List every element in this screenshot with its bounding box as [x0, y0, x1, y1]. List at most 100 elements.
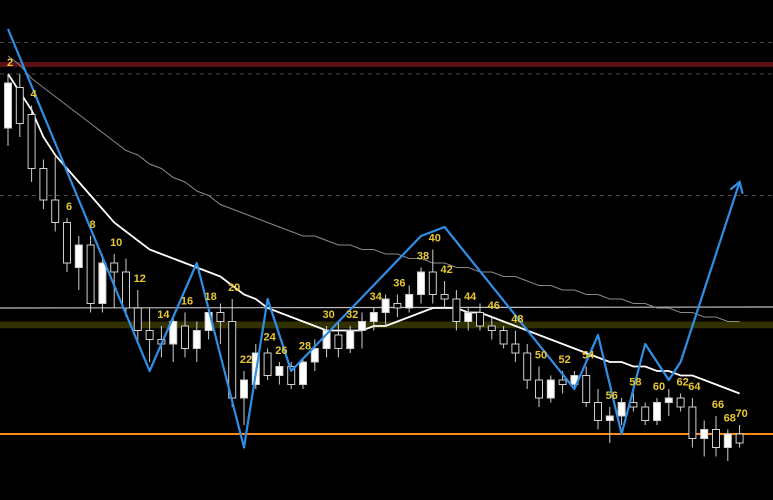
candles — [4, 74, 744, 461]
candle-body — [263, 352, 272, 376]
bar-label-36: 36 — [393, 278, 405, 290]
candle-51 — [594, 389, 602, 430]
candle-body — [322, 330, 331, 349]
candle-body — [169, 321, 178, 345]
candle-body — [617, 402, 626, 417]
candle-4 — [39, 159, 48, 209]
candle-body — [735, 433, 744, 444]
candle-body — [641, 406, 650, 421]
bar-label-48: 48 — [511, 314, 523, 326]
candle-16 — [181, 312, 189, 358]
candle-62 — [723, 429, 732, 461]
candle-body — [275, 366, 284, 376]
candle-38 — [440, 281, 449, 308]
bar-label-58: 58 — [629, 377, 641, 389]
candle-body — [228, 321, 237, 399]
candle-body — [358, 321, 366, 331]
candle-5 — [51, 155, 60, 232]
bar-label-22: 22 — [240, 354, 252, 366]
candle-58 — [676, 393, 685, 412]
candle-35 — [405, 285, 414, 313]
candle-body — [86, 244, 95, 304]
candle-body — [653, 402, 661, 421]
zigzag-line — [6, 28, 741, 449]
bar-label-38: 38 — [417, 251, 429, 263]
candle-1 — [4, 74, 12, 146]
moving-averages — [7, 55, 740, 395]
candle-body — [145, 330, 154, 340]
candle-28 — [322, 326, 331, 358]
candle-7 — [74, 236, 83, 290]
candle-body — [98, 262, 107, 304]
candle-body — [39, 168, 48, 201]
candle-body — [181, 325, 189, 349]
bar-label-4: 4 — [31, 89, 38, 101]
candle-body — [487, 325, 496, 331]
candle-body — [476, 312, 484, 327]
candle-26 — [299, 357, 307, 389]
candle-body — [535, 379, 543, 399]
candle-43 — [499, 326, 508, 349]
bar-label-2: 2 — [7, 57, 13, 69]
bar-label-54: 54 — [582, 350, 595, 362]
candle-body — [216, 312, 225, 322]
candle-body — [688, 406, 697, 439]
candle-33 — [381, 294, 390, 326]
candle-45 — [523, 344, 532, 389]
candle-21 — [240, 371, 248, 425]
candle-23 — [263, 348, 272, 380]
candle-body — [334, 334, 343, 349]
candle-12 — [133, 290, 142, 344]
candle-34 — [393, 294, 402, 317]
bar-label-28: 28 — [299, 341, 311, 353]
candle-44 — [511, 330, 520, 362]
bar-label-34: 34 — [370, 291, 383, 303]
candle-body — [546, 379, 555, 399]
candle-40 — [464, 308, 473, 331]
candle-60 — [700, 420, 709, 457]
candle-37 — [428, 249, 437, 304]
candle-body — [381, 298, 390, 313]
candle-body — [15, 87, 24, 124]
bar-label-56: 56 — [606, 390, 618, 402]
candle-9 — [98, 254, 107, 313]
candle-body — [664, 397, 673, 403]
candle-body — [523, 352, 532, 381]
candle-3 — [27, 105, 36, 182]
candle-body — [605, 415, 614, 421]
candle-36 — [417, 267, 425, 304]
bar-label-10: 10 — [110, 237, 122, 249]
candle-body — [240, 379, 248, 399]
candle-body — [676, 397, 685, 408]
bar-label-42: 42 — [440, 264, 452, 276]
candle-body — [4, 82, 12, 129]
bar-label-20: 20 — [228, 282, 240, 294]
candle-19 — [216, 303, 225, 344]
candle-body — [558, 379, 567, 385]
candle-body — [440, 294, 449, 300]
candle-55 — [641, 402, 650, 425]
bar-label-66: 66 — [712, 399, 724, 411]
candle-50 — [582, 366, 591, 407]
bar-label-16: 16 — [181, 296, 193, 308]
candle-body — [110, 262, 119, 273]
bar-label-8: 8 — [90, 219, 96, 231]
candle-30 — [346, 326, 355, 353]
candle-body — [346, 330, 355, 349]
candle-52 — [605, 407, 614, 443]
candle-11 — [122, 258, 130, 317]
candle-body — [27, 114, 36, 169]
candle-body — [192, 330, 201, 349]
candle-25 — [287, 362, 296, 389]
candle-17 — [192, 321, 201, 362]
bar-label-12: 12 — [134, 273, 146, 285]
candle-body — [511, 343, 520, 354]
resistance-line — [0, 62, 773, 67]
candle-body — [299, 361, 307, 385]
candle-46 — [535, 366, 543, 407]
candle-63 — [735, 425, 744, 448]
ma-fast-line — [7, 73, 740, 395]
candle-body — [369, 312, 378, 322]
